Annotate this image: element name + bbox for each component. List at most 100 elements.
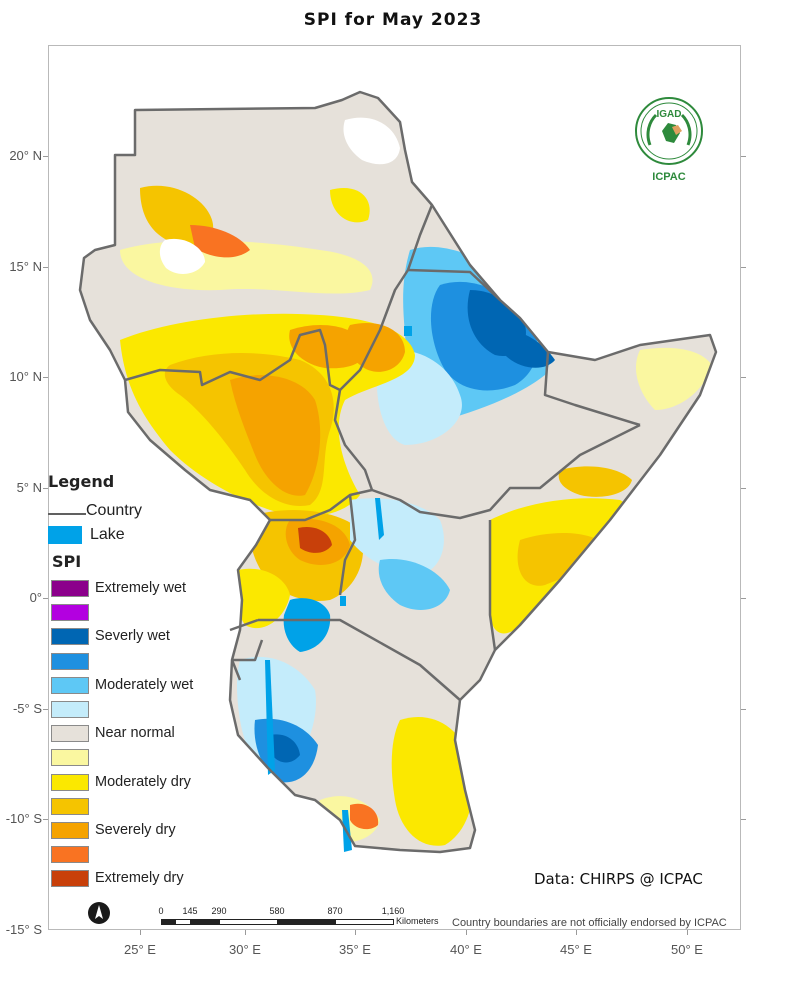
spi-legend-item: Severly wet: [51, 628, 271, 648]
tick: [741, 156, 746, 157]
scale-tick-label: 145: [182, 906, 198, 916]
spi-map: [78, 90, 718, 854]
tick: [43, 377, 48, 378]
logo-igad-text: IGAD: [656, 109, 682, 120]
spi-label: Extremely dry: [95, 870, 184, 887]
legend-spi-title: SPI: [52, 552, 82, 571]
lat-label-15n: 15° N: [9, 259, 42, 274]
spi-label: Moderately dry: [95, 773, 191, 790]
tick: [741, 709, 746, 710]
tick: [687, 930, 688, 935]
legend-title: Legend: [48, 472, 115, 491]
legend-lake-label: Lake: [90, 526, 125, 543]
spi-swatch: [51, 749, 89, 767]
legend-country: Country: [48, 502, 218, 524]
country-borders: [124, 204, 641, 701]
data-credit: Data: CHIRPS @ ICPAC: [534, 870, 703, 888]
lake-tana: [404, 326, 412, 336]
spi-swatch: [51, 725, 89, 743]
tick: [741, 819, 746, 820]
spi-legend-item: [51, 652, 271, 673]
boundary-disclaimer: Country boundaries are not officially en…: [452, 917, 727, 929]
scale-tick-label: 0: [158, 906, 164, 916]
tick: [43, 709, 48, 710]
spi-swatch: [51, 846, 89, 864]
scale-segment: [175, 919, 191, 925]
tick: [43, 156, 48, 157]
lat-label-15s: -15° S: [5, 922, 42, 937]
lon-label-45e: 45° E: [560, 942, 592, 957]
region-outline: [78, 90, 718, 854]
legend-lake: Lake: [48, 526, 218, 546]
scale-tick-label: 290: [211, 906, 227, 916]
lat-label-5n: 5° N: [16, 480, 42, 495]
spi-legend-item: Near normal: [51, 725, 271, 745]
spi-label: Moderately wet: [95, 676, 194, 693]
scale-segment: [190, 919, 220, 925]
scale-segment: [219, 919, 278, 925]
map-title: SPI for May 2023: [303, 10, 483, 30]
lon-label-35e: 35° E: [339, 942, 371, 957]
lake-turkana: [375, 498, 384, 540]
tick: [140, 930, 141, 935]
spi-swatch: [51, 701, 89, 718]
spi-label: Severly wet: [95, 628, 170, 645]
tick: [741, 377, 746, 378]
lat-label-10s: -10° S: [5, 811, 42, 826]
north-arrow-icon: [88, 902, 110, 924]
lon-label-30e: 30° E: [229, 942, 261, 957]
spi-swatch: [51, 797, 89, 815]
spi-legend-item: Extremely dry: [51, 870, 271, 890]
spi-label: Severely dry: [95, 822, 176, 838]
scale-segment: [335, 919, 394, 925]
spi-legend-item: [51, 701, 271, 721]
country-line-swatch: [48, 513, 86, 515]
spi-swatch: [51, 604, 89, 622]
spi-swatch: [51, 652, 89, 670]
spi-legend-item: [51, 797, 271, 818]
spi-legend-item: Moderately dry: [51, 773, 271, 794]
spi-label: Near normal: [95, 725, 175, 742]
tick: [43, 598, 48, 599]
spi-legend-item: Severely dry: [51, 822, 271, 842]
spi-legend-item: [51, 749, 271, 769]
tick: [43, 488, 48, 489]
lat-label-20n: 20° N: [9, 148, 42, 163]
tick: [741, 267, 746, 268]
spi-swatch: [51, 822, 89, 839]
lat-label-10n: 10° N: [9, 369, 42, 384]
spi-legend-item: [51, 604, 271, 624]
lake-victoria: [283, 598, 331, 652]
tick: [43, 267, 48, 268]
legend-country-label: Country: [86, 502, 143, 519]
tick: [355, 930, 356, 935]
lon-label-50e: 50° E: [671, 942, 703, 957]
scale-tick-label: 1,160: [381, 906, 405, 916]
spi-swatch: [51, 580, 89, 597]
tick: [741, 488, 746, 489]
spi-swatch: [51, 628, 89, 646]
tick: [43, 819, 48, 820]
spi-label: Extremely wet: [95, 580, 187, 596]
tick: [245, 930, 246, 935]
scale-units: Kilometers: [396, 916, 439, 926]
scale-segment: [161, 919, 176, 925]
scale-tick-label: 870: [327, 906, 343, 916]
spi-swatch: [51, 870, 89, 888]
spi-legend-item: [51, 846, 271, 866]
lat-label-0: 0°: [29, 590, 42, 605]
spi-swatch: [51, 773, 89, 791]
tick: [466, 930, 467, 935]
tick: [576, 930, 577, 935]
logo-icpac-text: ICPAC: [652, 171, 686, 183]
lon-label-40e: 40° E: [450, 942, 482, 957]
spi-legend-item: Extremely wet: [51, 580, 271, 600]
spi-swatch: [51, 676, 89, 694]
lat-label-5s: -5° S: [12, 701, 42, 716]
lake-swatch: [48, 526, 82, 544]
tick: [741, 598, 746, 599]
igad-icpac-logo: IGAD ICPAC: [632, 95, 706, 191]
lake-tanganyika: [265, 660, 275, 775]
scale-tick-label: 580: [269, 906, 285, 916]
lake-kyoga: [340, 596, 346, 606]
